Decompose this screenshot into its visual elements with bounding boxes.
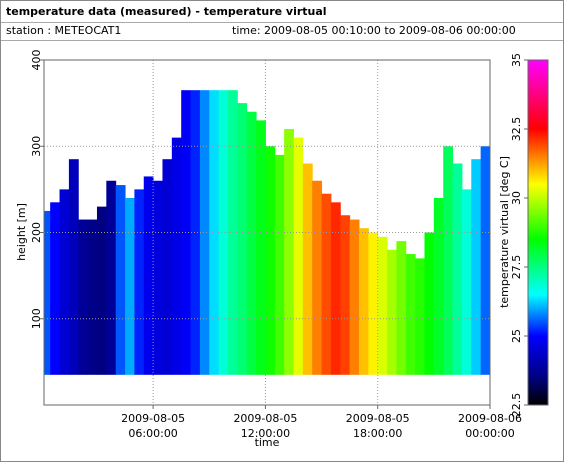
heat-column: [433, 198, 444, 375]
heat-column: [115, 185, 126, 375]
y-tick-label: 300: [30, 136, 43, 157]
colorbar-tick-label: 22.5: [510, 393, 523, 418]
heat-column: [256, 120, 266, 375]
x-tick-label: 2009-08-06 00:00:00: [458, 412, 522, 440]
heat-column: [44, 210, 51, 375]
heat-column: [461, 189, 472, 375]
heat-column: [162, 159, 173, 375]
heat-column: [181, 90, 192, 375]
y-axis-label: height [m]: [15, 203, 28, 261]
y-tick-label: 100: [30, 308, 43, 329]
heat-column: [284, 129, 294, 375]
heat-column: [218, 90, 229, 375]
heat-column: [443, 146, 454, 375]
heat-column: [96, 206, 107, 375]
heat-column: [78, 219, 89, 375]
heat-column: [415, 258, 425, 375]
heat-column: [293, 137, 304, 375]
heat-column: [349, 219, 360, 375]
heat-column: [265, 146, 276, 375]
heat-column: [396, 241, 407, 375]
heat-column: [209, 90, 220, 375]
heat-column: [274, 154, 285, 375]
colorbar-tick-label: 30: [510, 191, 523, 205]
heat-column: [171, 137, 182, 375]
colorbar-tick-label: 25: [510, 329, 523, 343]
heat-column: [246, 111, 257, 375]
heat-column: [302, 163, 313, 375]
heat-column: [340, 215, 351, 375]
colorbar-tick-label: 32.5: [510, 117, 523, 142]
heat-column: [153, 180, 163, 375]
heat-column: [387, 249, 397, 375]
colorbar-tick-label: 27.5: [510, 255, 523, 280]
colorbar-label: temperature virtual [deg C]: [498, 156, 511, 308]
heat-column: [190, 90, 201, 375]
heat-column: [330, 202, 341, 375]
heat-column: [405, 254, 416, 375]
station: station : METEOCAT1: [6, 24, 121, 37]
heat-column: [50, 202, 61, 375]
heat-column: [358, 228, 369, 375]
heat-column: [471, 159, 482, 375]
heat-column: [68, 159, 79, 375]
heat-column: [199, 90, 210, 375]
x-axis-label: time: [255, 436, 280, 449]
period: time: 2009-08-05 00:10:00 to 2009-08-06 …: [232, 24, 516, 37]
y-tick-label: 200: [30, 222, 43, 243]
heat-column: [312, 180, 323, 375]
heat-column: [480, 146, 491, 375]
x-tick-label: 2009-08-05 12:00:00: [233, 412, 297, 440]
heat-column: [377, 236, 388, 375]
heat-column: [87, 219, 98, 375]
x-tick-label: 2009-08-05 18:00:00: [346, 412, 410, 440]
heat-column: [424, 232, 435, 375]
heat-column: [59, 189, 70, 375]
heat-column: [452, 163, 463, 375]
colorbar-tick-label: 35: [510, 53, 523, 67]
colorbar: [527, 59, 549, 406]
y-tick-label: 400: [30, 50, 43, 71]
heat-column: [143, 176, 154, 375]
heat-column: [125, 198, 135, 375]
chart-title: temperature data (measured) - temperatur…: [6, 5, 327, 18]
heat-column: [237, 103, 248, 375]
heat-column: [368, 232, 379, 375]
heat-column: [321, 193, 332, 375]
heat-column: [106, 180, 117, 375]
heat-column: [134, 189, 145, 375]
x-tick-label: 2009-08-05 06:00:00: [121, 412, 185, 440]
heat-column: [227, 90, 238, 375]
